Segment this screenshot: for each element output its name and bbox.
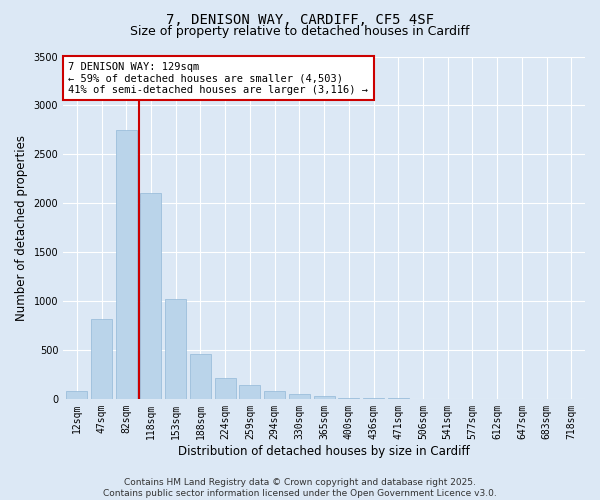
Bar (140, 194, 161, 399)
Text: 7, DENISON WAY, CARDIFF, CF5 4SF: 7, DENISON WAY, CARDIFF, CF5 4SF (166, 12, 434, 26)
Bar (338, 398, 359, 399)
Bar (314, 396, 335, 399)
Bar (66, 392, 87, 399)
Bar (91, 318, 112, 399)
Bar (165, 299, 186, 399)
Bar (264, 392, 285, 399)
Bar (190, 354, 211, 399)
Text: Size of property relative to detached houses in Cardiff: Size of property relative to detached ho… (130, 25, 470, 38)
Text: 7 DENISON WAY: 129sqm
← 59% of detached houses are smaller (4,503)
41% of semi-d: 7 DENISON WAY: 129sqm ← 59% of detached … (68, 62, 368, 95)
Bar (289, 394, 310, 399)
Bar (116, 130, 137, 399)
X-axis label: Distribution of detached houses by size in Cardiff: Distribution of detached houses by size … (178, 444, 470, 458)
Text: Contains HM Land Registry data © Crown copyright and database right 2025.
Contai: Contains HM Land Registry data © Crown c… (103, 478, 497, 498)
Bar (215, 378, 236, 399)
Y-axis label: Number of detached properties: Number of detached properties (15, 134, 28, 320)
Bar (239, 384, 260, 399)
